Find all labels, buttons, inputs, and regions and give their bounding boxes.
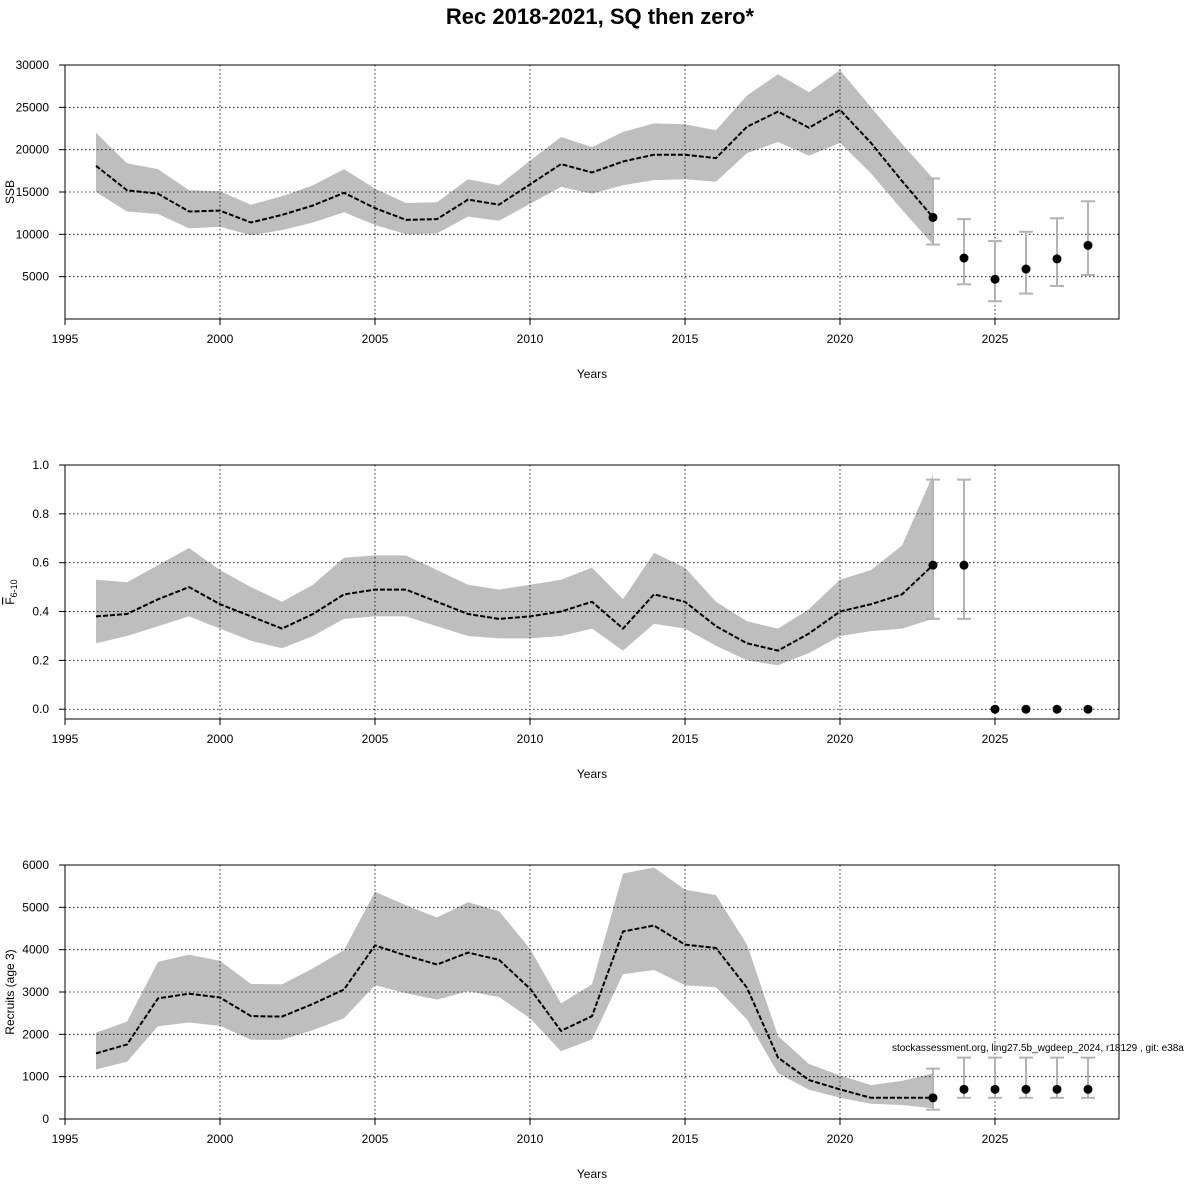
x-tick-label: 2005 xyxy=(362,732,389,746)
forecast-point xyxy=(1083,704,1093,714)
estimate-line xyxy=(95,924,933,1099)
forecast-point xyxy=(1083,240,1093,250)
y-tick-label: 1.0 xyxy=(32,458,49,472)
y-axis-title: Recruits (age 3) xyxy=(3,949,17,1034)
forecast-point xyxy=(928,560,938,570)
x-tick-label: 1995 xyxy=(52,732,79,746)
y-axis-title: F6-10 xyxy=(3,579,19,604)
x-tick-label: 2020 xyxy=(827,732,854,746)
x-axis-title: Years xyxy=(577,1167,607,1181)
x-tick-label: 2010 xyxy=(517,1132,544,1146)
forecast-point xyxy=(990,1084,1000,1094)
x-tick-label: 2010 xyxy=(517,732,544,746)
y-tick-label: 20000 xyxy=(16,143,50,157)
y-tick-label: 1000 xyxy=(22,1070,49,1084)
forecast-point xyxy=(1021,704,1031,714)
figure-title: Rec 2018-2021, SQ then zero* xyxy=(446,4,755,29)
y-tick-label: 5000 xyxy=(22,900,49,914)
estimate-line xyxy=(95,108,934,224)
panel-2: 1995 2000 2005 2010 2015 2020 2025 0.0 0.2 0.4 0.6… xyxy=(3,458,1120,781)
x-tick-label: 2025 xyxy=(982,1132,1009,1146)
y-tick-label: 2000 xyxy=(22,1027,49,1041)
y-tick-label: 0.8 xyxy=(32,507,49,521)
forecast-point xyxy=(1021,264,1031,274)
y-tick-label: 25000 xyxy=(16,100,50,114)
footnote-text: stockassessment.org, ling27.5b_wgdeep_20… xyxy=(892,1043,1184,1054)
y-tick-label: 4000 xyxy=(22,943,49,957)
y-tick-label: 10000 xyxy=(16,227,50,241)
y-axis-title: SSB xyxy=(3,180,17,204)
x-tick-label: 1995 xyxy=(52,332,79,346)
x-tick-label: 2000 xyxy=(207,332,234,346)
plot-frame xyxy=(64,464,1120,720)
confidence-band xyxy=(96,474,933,666)
y-tick-label: 6000 xyxy=(22,858,49,872)
y-tick-label: 30000 xyxy=(16,58,50,72)
x-axis-title: Years xyxy=(577,767,607,781)
forecast-point xyxy=(928,1093,938,1103)
y-tick-label: 0.6 xyxy=(32,556,49,570)
x-tick-label: 2020 xyxy=(827,1132,854,1146)
forecast-point xyxy=(959,253,969,263)
forecast-point xyxy=(1052,254,1062,264)
y-tick-label: 0 xyxy=(42,1112,49,1126)
x-tick-label: 2025 xyxy=(982,332,1009,346)
y-tick-label: 5000 xyxy=(22,270,49,284)
y-tick-label: 3000 xyxy=(22,985,49,999)
confidence-band xyxy=(96,867,933,1109)
x-tick-label: 2015 xyxy=(672,732,699,746)
forecast-point xyxy=(928,212,938,222)
x-tick-label: 2020 xyxy=(827,332,854,346)
x-tick-label: 2005 xyxy=(362,332,389,346)
y-tick-label: 0.2 xyxy=(32,653,49,667)
estimate-line xyxy=(95,564,934,652)
x-tick-label: 1995 xyxy=(52,1132,79,1146)
forecast-point xyxy=(1083,1084,1093,1094)
forecast-point xyxy=(1052,1084,1062,1094)
panel-1: 1995 2000 2005 2010 2015 2020 2025 5000 10000 150… xyxy=(3,58,1120,381)
panel-3: 1995 2000 2005 2010 2015 2020 2025 0 1000 2000 300… xyxy=(3,858,1120,1181)
forecast-point xyxy=(959,560,969,570)
x-tick-label: 2010 xyxy=(517,332,544,346)
x-tick-label: 2005 xyxy=(362,1132,389,1146)
y-tick-label: 0.0 xyxy=(32,702,49,716)
forecast-point xyxy=(1052,704,1062,714)
x-axis-title: Years xyxy=(577,367,607,381)
x-tick-label: 2000 xyxy=(207,732,234,746)
forecast-point xyxy=(990,274,1000,284)
x-tick-label: 2015 xyxy=(672,1132,699,1146)
chart-panels: 1995 2000 2005 2010 2015 2020 2025500010000150… xyxy=(3,58,1120,1181)
x-tick-label: 2025 xyxy=(982,732,1009,746)
forecast-point xyxy=(1021,1084,1031,1094)
forecast-point xyxy=(990,704,1000,714)
confidence-band xyxy=(96,70,933,245)
x-tick-label: 2015 xyxy=(672,332,699,346)
x-tick-label: 2000 xyxy=(207,1132,234,1146)
y-tick-label: 15000 xyxy=(16,185,50,199)
forecast-point xyxy=(959,1084,969,1094)
y-tick-label: 0.4 xyxy=(32,605,49,619)
